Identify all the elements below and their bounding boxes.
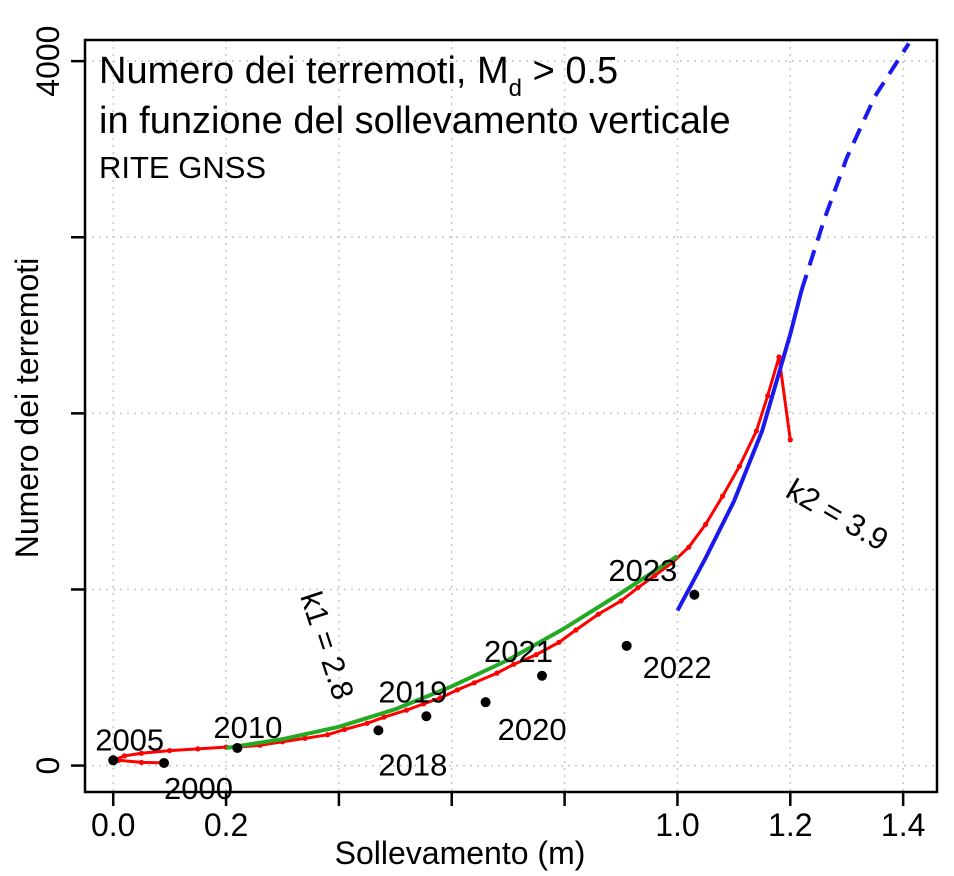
observed-point-27 <box>595 611 602 617</box>
year-points <box>108 589 700 768</box>
observed-point-6 <box>167 748 173 754</box>
year-point-2022 <box>621 640 632 651</box>
observed-line <box>112 356 792 765</box>
observed-point-32 <box>686 544 692 550</box>
k2-label: k2 = 3.9 <box>781 472 895 558</box>
fit-line-1 <box>225 554 679 750</box>
observed-point-26 <box>573 627 579 633</box>
observed-point-22 <box>494 670 500 676</box>
year-label-2005: 2005 <box>95 722 164 757</box>
observed-point-15 <box>364 720 370 726</box>
observed-point-14 <box>341 726 348 733</box>
x-tick-label-7: 1.4 <box>881 807 925 843</box>
observed-point-28 <box>618 598 624 604</box>
observed-point-21 <box>471 680 477 686</box>
x-tick-label-5: 1.0 <box>655 807 699 843</box>
y-tick-label-0: 0 <box>30 757 66 775</box>
year-point-2018 <box>373 725 384 736</box>
observed-point-19 <box>437 695 444 701</box>
observed-point-12 <box>302 735 308 741</box>
observed-point-20 <box>454 687 460 693</box>
fit-line-2 <box>675 289 804 612</box>
year-point-2021 <box>537 670 548 681</box>
observed-point-29 <box>635 585 641 591</box>
y-axis: 0 4000 <box>30 26 85 775</box>
y-axis-title: Numero dei terremoti <box>9 258 45 559</box>
observed-point-18 <box>420 701 427 707</box>
observed-point-38 <box>776 354 782 360</box>
observed-point-5 <box>138 750 145 756</box>
observed-point-23 <box>511 661 517 667</box>
observed-point-7 <box>195 746 201 752</box>
observed-point-17 <box>404 707 410 713</box>
y-tick-label-4: 4000 <box>30 26 66 97</box>
observed-point-39 <box>787 437 793 443</box>
observed-point-33 <box>703 521 709 527</box>
x-tick-label-0: 0.0 <box>91 807 135 843</box>
observed-point-25 <box>556 639 562 645</box>
k1-label: k1 = 2.8 <box>293 587 361 704</box>
fit-line-extrapolated-3 <box>799 42 911 291</box>
observed-point-36 <box>753 428 760 434</box>
observed-point-37 <box>765 393 771 399</box>
year-point-2023 <box>689 589 700 600</box>
x-tick-label-6: 1.2 <box>768 807 812 843</box>
chart-title-line1: Numero dei terremoti, Md > 0.5 <box>99 50 618 102</box>
year-point-2000 <box>158 757 169 768</box>
chart-subtitle: RITE GNSS <box>99 150 266 185</box>
observed-point-1 <box>138 759 145 766</box>
plot-frame <box>83 38 939 794</box>
year-label-2019: 2019 <box>378 674 447 709</box>
year-label-2020: 2020 <box>498 712 567 747</box>
chart-title-line2: in funzione del sollevamento verticale <box>99 100 731 142</box>
observed-point-4 <box>121 753 128 759</box>
year-point-2019 <box>421 711 432 722</box>
year-label-2018: 2018 <box>378 747 447 782</box>
x-axis-title: Sollevamento (m) <box>335 835 586 871</box>
year-point-2010 <box>232 742 243 753</box>
year-label-2023: 2023 <box>608 553 677 588</box>
grid <box>85 40 937 792</box>
year-point-2005 <box>108 755 119 766</box>
year-label-2021: 2021 <box>484 634 553 669</box>
observed-point-13 <box>325 732 331 738</box>
observed-point-34 <box>719 493 726 499</box>
year-label-2000: 2000 <box>164 771 233 806</box>
observed-point-24 <box>533 652 539 658</box>
observed-point-30 <box>652 572 658 578</box>
x-axis: 0.0 0.2 1.0 1.2 1.4 <box>91 792 925 843</box>
observed-point-16 <box>381 714 387 720</box>
series-layer <box>110 42 911 766</box>
year-label-2022: 2022 <box>643 650 712 685</box>
year-point-2020 <box>480 697 491 708</box>
x-tick-label-1: 0.2 <box>204 807 248 843</box>
observed-point-35 <box>736 463 743 469</box>
year-label-2010: 2010 <box>213 710 282 745</box>
